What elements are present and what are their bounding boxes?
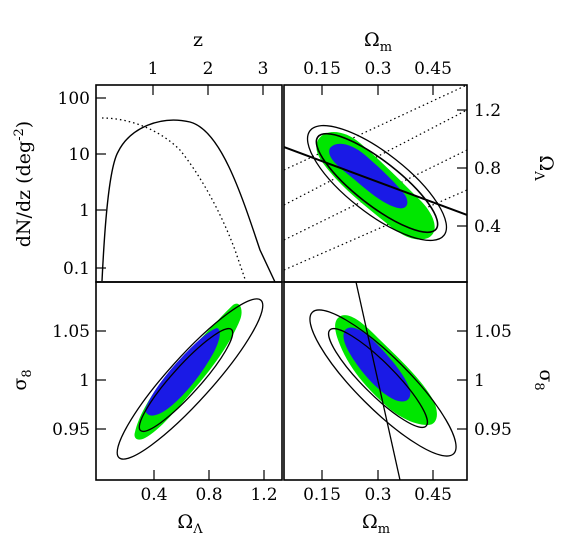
omega-l-bottom-sub: Λ <box>192 522 203 537</box>
dotted-line-1 <box>284 189 467 271</box>
tick-label-s8-right-1.05: 1.05 <box>474 322 512 342</box>
frame-top-left <box>95 84 283 283</box>
omega-l-right-main: Ω <box>535 155 557 171</box>
panel-top-right <box>284 85 467 271</box>
frame-bottom-left <box>95 281 283 481</box>
inner-region <box>329 143 408 209</box>
tick-label-dndz-10: 10 <box>68 145 90 165</box>
omega-l-bottom-main: Ω <box>177 511 193 533</box>
tick-label-ol-bottom-0.4: 0.4 <box>140 485 167 505</box>
tick-label-s8-right-1: 1 <box>474 371 485 391</box>
tick-label-z-3: 3 <box>258 59 269 79</box>
ellipse-inner <box>315 132 439 234</box>
axis-label-sigma8-left: σ8 <box>9 369 35 390</box>
sigma8-right-main: σ <box>535 369 557 382</box>
tick-marks <box>96 85 467 480</box>
axis-label-dndz: dN/dz (deg-2) <box>12 121 35 247</box>
tick-label-ol-bottom-1.2: 1.2 <box>250 485 277 505</box>
panel-bottom-left <box>116 298 264 460</box>
axis-label-omega-l-right: ΩΛ <box>531 155 557 181</box>
omega-m-bottom-sub: m <box>378 522 390 537</box>
ellipse-outer <box>116 298 264 460</box>
dndz-label-exponent: -2 <box>12 128 27 141</box>
tick-label-om-top-0.15: 0.15 <box>303 59 341 79</box>
omega-l-right-sub: Λ <box>531 170 546 181</box>
sigma8-right-sub: 8 <box>531 382 546 390</box>
omega-m-bottom-main: Ω <box>362 511 378 533</box>
frame-bottom-right <box>283 281 468 481</box>
axis-label-omega-m-bottom: Ωm <box>362 511 390 537</box>
solid-constraint-line <box>284 146 467 216</box>
tick-label-s8-left-1.05: 1.05 <box>52 322 90 342</box>
ellipse-inner <box>138 327 234 433</box>
axis-label-omega-m-top: Ωm <box>364 29 392 55</box>
dndz-dotted-curve <box>101 117 247 282</box>
axis-label-omega-l-bottom: ΩΛ <box>177 511 203 537</box>
omega-m-top-main: Ω <box>364 29 380 51</box>
ellipse-inner <box>327 327 429 429</box>
omega-m-top-sub: m <box>380 40 392 55</box>
sigma8-left-main: σ <box>9 378 31 391</box>
tick-label-om-bottom-0.45: 0.45 <box>414 485 452 505</box>
tick-label-s8-left-1: 1 <box>79 371 90 391</box>
inner-region <box>343 327 411 402</box>
tick-label-om-bottom-0.15: 0.15 <box>303 485 341 505</box>
tick-label-dndz-0.1: 0.1 <box>63 259 90 279</box>
tick-label-z-1: 1 <box>148 59 159 79</box>
axis-label-z: z <box>193 29 203 51</box>
tick-label-dndz-100: 100 <box>58 89 90 109</box>
tick-label-s8-left-0.95: 0.95 <box>52 420 90 440</box>
dotted-line-3 <box>284 109 467 206</box>
inner-region <box>145 328 220 416</box>
tick-label-ol-right-1.2: 1.2 <box>474 101 501 121</box>
dndz-solid-curve <box>101 119 276 282</box>
tick-label-ol-right-0.8: 0.8 <box>474 159 501 179</box>
ellipse-outer <box>306 124 448 242</box>
ellipse-outer <box>309 309 457 457</box>
tick-label-ol-bottom-0.8: 0.8 <box>195 485 222 505</box>
tick-label-om-bottom-0.3: 0.3 <box>364 485 391 505</box>
panel-top-left <box>101 117 276 282</box>
tick-label-om-top-0.45: 0.45 <box>414 59 452 79</box>
tick-label-s8-right-0.95: 0.95 <box>474 420 512 440</box>
sigma8-left-sub: 8 <box>20 369 35 377</box>
tick-label-ol-right-0.4: 0.4 <box>474 217 501 237</box>
axis-label-sigma8-right: σ8 <box>531 369 557 390</box>
dndz-label-prefix: dN/dz (deg <box>13 141 35 247</box>
solid-constraint-line <box>355 282 401 480</box>
tick-label-z-2: 2 <box>203 59 214 79</box>
tick-label-om-top-0.3: 0.3 <box>364 59 391 79</box>
panel-bottom-right <box>309 282 457 480</box>
tick-label-dndz-1: 1 <box>79 201 90 221</box>
dndz-label-suffix: ) <box>13 121 35 128</box>
